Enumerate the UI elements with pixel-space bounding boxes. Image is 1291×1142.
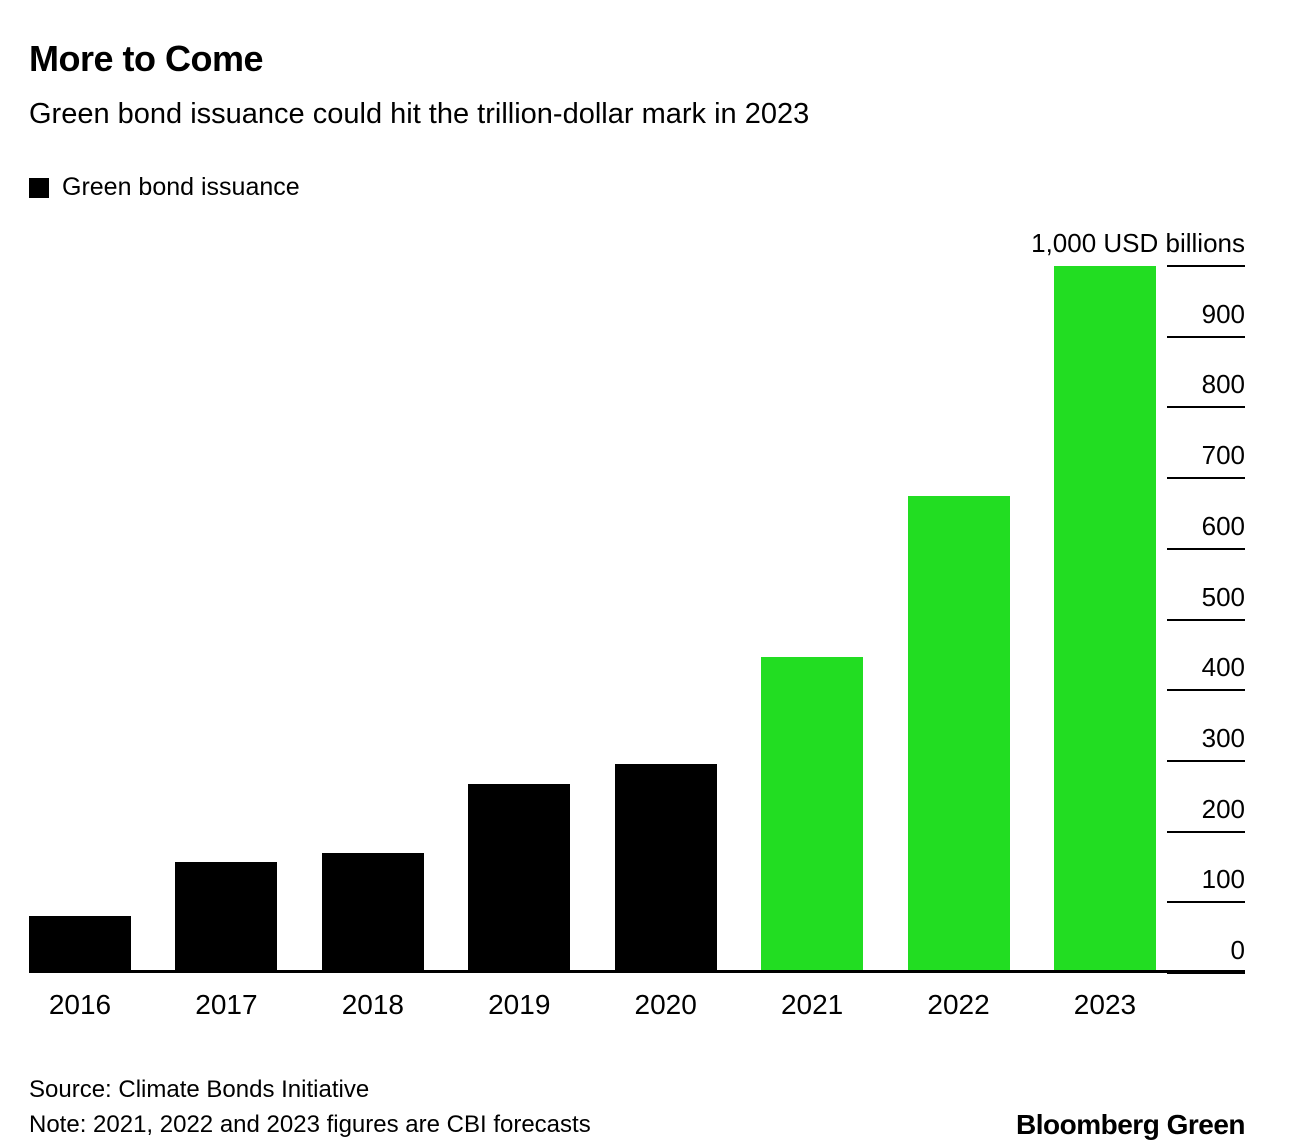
y-tick-line-200 [1167, 830, 1245, 833]
x-label-2023: 2023 [1073, 989, 1137, 1020]
x-axis-line [29, 970, 1245, 973]
bar-2021 [761, 656, 864, 973]
y-tick-label-700: 700 [1201, 440, 1245, 471]
y-tick-label-500: 500 [1201, 581, 1245, 612]
chart-title: More to Come [29, 38, 264, 79]
x-label-2018: 2018 [341, 989, 404, 1020]
source-text: Source: Climate Bonds Initiative [29, 1076, 370, 1103]
bar-2017 [175, 862, 278, 973]
footer: Source: Climate Bonds Initiative Note: 2… [29, 1073, 1245, 1142]
x-label-2022: 2022 [927, 989, 990, 1020]
plot-area: 0 100 200 300 400 500 600 700 800 900 1,000 USD bi… [29, 230, 1245, 974]
legend: Green bond issuance [29, 173, 1245, 202]
y-axis: 0 100 200 300 400 500 600 700 800 900 1,000 USD bi… [1031, 230, 1245, 974]
bar-2016 [29, 915, 131, 973]
y-tick-line-800 [1167, 406, 1245, 409]
y-tick-label-800: 800 [1201, 369, 1245, 400]
y-tick-label-0: 0 [1230, 935, 1245, 965]
x-label-2016: 2016 [48, 989, 112, 1020]
chart-subtitle: Green bond issuance could hit the trilli… [29, 98, 810, 130]
y-tick-line-500 [1167, 618, 1245, 621]
y-tick-label-200: 200 [1201, 793, 1245, 824]
y-tick-line-400 [1167, 689, 1245, 692]
y-tick-label-1000: 1,000 USD billions [1031, 228, 1245, 258]
y-tick-line-900 [1167, 335, 1245, 338]
bar-2023 [1053, 266, 1156, 973]
legend-swatch-icon [29, 177, 49, 198]
legend-label: Green bond issuance [62, 173, 300, 201]
y-tick-label-100: 100 [1201, 864, 1245, 895]
y-tick-label-900: 900 [1201, 298, 1245, 329]
x-label-2017: 2017 [195, 989, 258, 1020]
x-label-2019: 2019 [488, 989, 551, 1020]
note-text: Note: 2021, 2022 and 2023 figures are CB… [29, 1110, 591, 1138]
x-axis-labels: 2016 2017 2018 2019 2020 2021 2022 2023 [29, 989, 1156, 1021]
y-tick-label-300: 300 [1201, 722, 1245, 753]
bar-2019 [468, 784, 571, 973]
footer-notes: Source: Climate Bonds Initiative Note: 2… [29, 1073, 591, 1142]
y-tick-line-700 [1167, 477, 1245, 480]
y-tick-label-600: 600 [1201, 510, 1245, 541]
bar-2022 [907, 495, 1010, 973]
y-tick-label-400: 400 [1201, 652, 1245, 683]
x-label-2020: 2020 [634, 989, 697, 1020]
y-tick-line-100 [1167, 901, 1245, 904]
y-tick-line-600 [1167, 547, 1245, 550]
y-tick-line-1000 [1167, 265, 1245, 267]
brand-logo: Bloomberg Green [1016, 1108, 1245, 1140]
bars [29, 266, 1156, 973]
bar-2018 [321, 852, 424, 973]
y-tick-line-0 [1167, 972, 1245, 974]
y-tick-line-300 [1167, 759, 1245, 762]
x-label-2021: 2021 [780, 989, 844, 1020]
bar-2020 [614, 764, 717, 973]
